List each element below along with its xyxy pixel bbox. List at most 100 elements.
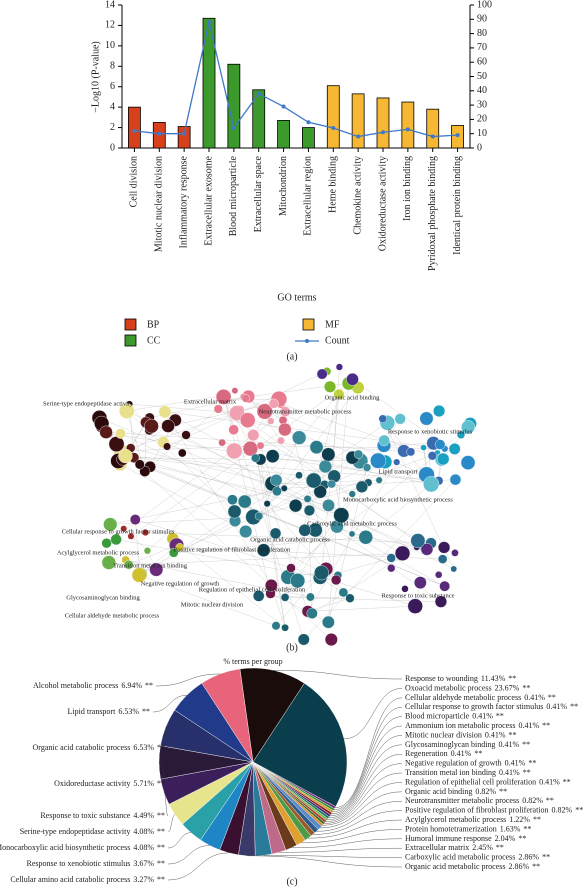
network-node [333,507,350,524]
network-node [437,554,448,564]
y2-tick-label: 60 [477,56,487,67]
network-node [181,430,191,440]
network-node [237,494,252,509]
slice-label: Cellular aldehyde metabolic process 0.41%… [405,693,556,702]
network-node [241,394,250,403]
slice-value: 0.41% [524,693,545,702]
slice-label: Blood microparticle 0.41% ** [405,711,504,720]
x-tick-label: Blood microparticle [228,155,239,236]
network-node [450,565,458,573]
slice-label: Organic acid metabolic process 2.86% ** [405,862,540,871]
network-node [110,533,122,546]
leader-line [316,801,403,832]
slice-value: 2.04% [495,834,516,843]
network-edge [245,398,439,481]
x-tick-label: Heme binding [328,156,339,213]
bar [376,97,390,149]
network-node [419,411,434,426]
network-node [256,543,271,557]
x-tick-label: Mitotic nuclear division [154,156,165,252]
slice-name: Positive regulation of fibroblast prolif… [405,805,549,814]
slice-marker: ** [157,811,165,820]
slice-value: 0.41% [485,730,506,739]
network-node [242,441,259,457]
node-label: Negative regulation of growth [141,580,220,587]
bar [128,106,141,149]
network-edge [145,532,431,544]
network-node [213,404,223,414]
slice-name: Monocarboxylic acid biosynthetic process [0,843,130,852]
network-node [278,422,292,437]
slice-name: Neurotransmitter metabolic process [405,796,519,805]
node-label: Lipid transport [379,468,418,475]
network-node [120,525,128,533]
x-axis-label: GO terms [277,292,316,303]
network-node [158,405,172,419]
node-label: Mitotic nuclear division [181,601,244,608]
slice-value: 1.63% [500,824,521,833]
slice-marker: ** [523,768,531,777]
slice-value: 5.71% [133,779,154,788]
slice-marker: ** [508,674,516,683]
leader-line [312,810,403,835]
network-edge [120,433,268,504]
leader-line [155,673,221,687]
slice-value: 23.67% [495,683,520,692]
network-node [264,578,278,592]
slice-name: Cellular response to growth factor stimu… [405,702,543,711]
network-edge [130,398,279,449]
network-node [335,363,344,371]
network-node [406,447,416,457]
slice-value: 0.82% [552,805,573,814]
network-node [306,607,318,619]
network-edge [120,464,337,581]
network-node [306,592,315,602]
network-edge [130,536,148,551]
network-edge [139,574,277,626]
slice-name: Transition metal ion binding [405,768,496,777]
leader-line [167,852,229,881]
slice-name: Oxoacid metabolic process [405,683,492,692]
network-node [272,486,282,497]
slice-name: Organic acid binding [405,787,472,796]
network-edge [125,455,439,481]
slice-name: Extracellular matrix [405,843,469,852]
x-tick-label: Iron ion binding [402,156,413,221]
x-tick-label: Extracellular space [253,155,264,232]
network-edge [120,450,332,640]
network-node [330,574,342,586]
node-label: Extracellular matrix [184,398,237,405]
y-tick-label: 0 [110,142,115,153]
slice-label: Organic acid catabolic process 6.53% ** [33,743,165,752]
network-node [163,442,172,451]
slice-label: Serine-type endopeptidase activity 4.08% *… [20,827,165,836]
x-tick-label: Pyridoxal phosphate binding [427,156,438,271]
count-point [455,133,460,138]
slice-label: Regulation of epithelial cell proliferat… [405,777,571,786]
network-node [143,547,152,555]
slice-marker: ** [570,702,578,711]
slice-value: 0.41% [546,702,567,711]
count-point [182,131,187,136]
slice-label: Regeneration 0.41% ** [405,749,482,758]
leader-line [322,782,403,826]
count-line [134,22,458,138]
slice-label: Alcohol metabolic process 6.94% ** [33,681,153,690]
slice-name: Glycosaminoglycan binding [405,740,495,749]
network-node [227,494,238,506]
network-node [401,585,409,593]
network-edge [128,553,403,565]
count-point [256,91,261,96]
x-tick-label: Inflammatory response [178,155,189,248]
slice-name: Alcohol metabolic process [33,681,118,690]
slice-marker: ** [532,862,540,871]
slice-name: Cellular amino acid catabolic process [10,875,130,884]
network-node [118,403,135,419]
count-point [430,134,435,139]
network-edge [287,526,338,578]
network-node [280,593,290,602]
legend-label: BP [147,319,160,330]
legend-label: MF [325,319,340,330]
count-point [157,131,162,136]
network-node [324,380,337,393]
